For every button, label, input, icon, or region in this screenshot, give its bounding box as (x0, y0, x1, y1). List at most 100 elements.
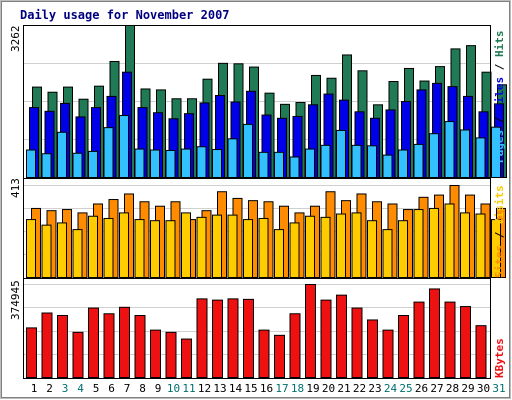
day-label-24: 24 (384, 382, 398, 395)
pages-bar-day-28 (444, 121, 455, 178)
kbytes-bar-day-21 (336, 294, 347, 378)
hits-legend: Pages / Files / Hits (493, 31, 506, 164)
day-label-31: 31 (492, 382, 505, 395)
pages-bar-day-6 (103, 127, 114, 178)
kbytes-bar-day-16 (258, 329, 270, 379)
kbytes-bar-day-13 (212, 299, 223, 378)
day-label-23: 23 (368, 382, 381, 395)
visits-bar-day-30 (475, 213, 486, 279)
kbytes-grid (24, 284, 490, 355)
visits-bar-day-26 (413, 209, 424, 278)
day-label-20: 20 (322, 382, 335, 395)
pages-bar-day-21 (336, 129, 346, 178)
day-label-25: 25 (399, 382, 412, 395)
pages-bar-day-24 (382, 154, 393, 178)
kbytes-bar-day-1 (26, 327, 37, 379)
visits-bar-day-27 (429, 207, 439, 278)
kbytes-bar-day-14 (227, 298, 239, 378)
kbytes-bar-day-29 (460, 306, 471, 378)
pages-bar-day-18 (289, 156, 300, 178)
visits-bar-day-19 (305, 215, 315, 278)
kbytes-bar-day-2 (41, 312, 53, 378)
pages-legend-label: Pages (493, 130, 506, 163)
pages-bar-day-16 (258, 151, 269, 179)
visits-bar-day-13 (212, 214, 222, 279)
visits-bar-day-12 (196, 216, 207, 278)
day-label-29: 29 (461, 382, 474, 395)
visits-bar-day-3 (57, 222, 67, 278)
kbytes-bar-day-11 (181, 338, 192, 378)
kbytes-bars (26, 284, 487, 379)
visits-bar-day-7 (119, 212, 129, 279)
visits-bar-day-11 (181, 212, 191, 279)
kbytes-bar-day-9 (150, 329, 161, 379)
day-label-21: 21 (337, 382, 350, 395)
pages-bar-day-7 (119, 115, 129, 178)
day-label-17: 17 (275, 382, 288, 395)
kbytes-panel-frame (23, 278, 491, 379)
kbytes-bar-day-19 (305, 284, 316, 378)
day-label-27: 27 (430, 382, 443, 395)
visits-bar-day-22 (351, 212, 362, 279)
kbytes-bar-day-26 (413, 301, 425, 379)
pages-bar-day-15 (243, 123, 253, 178)
day-label-8: 8 (139, 382, 146, 395)
day-label-12: 12 (198, 382, 211, 395)
day-label-9: 9 (155, 382, 162, 395)
visits-bar-day-14 (227, 214, 238, 279)
visits-bar-day-24 (382, 229, 393, 278)
kbytes-bar-day-24 (382, 329, 394, 379)
pages-bar-day-1 (26, 149, 36, 178)
visits-bar-day-10 (165, 220, 176, 278)
visits-bar-day-21 (336, 213, 346, 279)
visits-legend-label: Visits (493, 185, 506, 225)
day-label-11: 11 (182, 382, 195, 395)
pages-bar-day-11 (181, 148, 191, 178)
kbytes-bar-day-3 (57, 314, 68, 378)
pages-bar-day-27 (429, 133, 439, 179)
pages-bar-day-30 (475, 137, 486, 178)
legend-separator: / (493, 110, 506, 130)
kbytes-panel: 374945 KBytes (9, 278, 506, 379)
hits-max-label: 3262 (9, 26, 22, 53)
kbytes-bar-day-28 (444, 301, 456, 379)
visits-bars (26, 185, 506, 279)
day-label-28: 28 (446, 382, 459, 395)
pages-bar-day-9 (150, 149, 160, 178)
legend-separator: / (493, 225, 506, 245)
kbytes-max-label: 374945 (9, 280, 22, 320)
pages-bar-day-22 (351, 144, 362, 178)
kbytes-bar-day-18 (289, 313, 301, 378)
kbytes-bar-day-17 (274, 334, 285, 378)
visits-bar-day-1 (26, 219, 36, 278)
kbytes-bar-day-5 (88, 307, 99, 378)
visits-panel: 413 Sites / Visits (9, 178, 506, 279)
pages-bar-day-23 (367, 145, 377, 179)
hits-panel: 3262 Pages / Files / Hits (9, 25, 507, 179)
pages-bar-day-2 (41, 153, 52, 179)
visits-bar-day-9 (150, 220, 160, 278)
visits-bar-day-28 (444, 203, 455, 278)
visits-bar-day-18 (289, 222, 300, 278)
hits-bars (26, 25, 507, 179)
kbytes-bar-day-15 (243, 298, 254, 378)
day-label-4: 4 (77, 382, 84, 395)
kbytes-legend-label: KBytes (493, 338, 506, 378)
kbytes-bar-day-4 (72, 331, 84, 379)
pages-bar-day-19 (305, 148, 315, 178)
pages-bar-day-17 (274, 151, 284, 179)
hits-legend-label: Hits (493, 31, 506, 58)
visits-bar-day-23 (367, 220, 377, 278)
legend-separator: / (493, 57, 506, 77)
day-label-5: 5 (93, 382, 100, 395)
visits-bar-day-20 (320, 216, 331, 278)
visits-bar-day-4 (72, 229, 83, 278)
visits-bar-day-5 (88, 215, 98, 278)
day-label-14: 14 (229, 382, 243, 395)
visits-legend: Sites / Visits (493, 185, 506, 278)
day-axis: 1 2 3 4 5 6 7 8 9 10 11 12 13 14 15 16 17 18 19 20 21 22 23 24 2… (31, 382, 506, 395)
kbytes-bar-day-10 (165, 331, 177, 379)
kbytes-legend: KBytes (493, 338, 506, 378)
day-label-1: 1 (31, 382, 38, 395)
pages-bar-day-10 (165, 149, 176, 178)
